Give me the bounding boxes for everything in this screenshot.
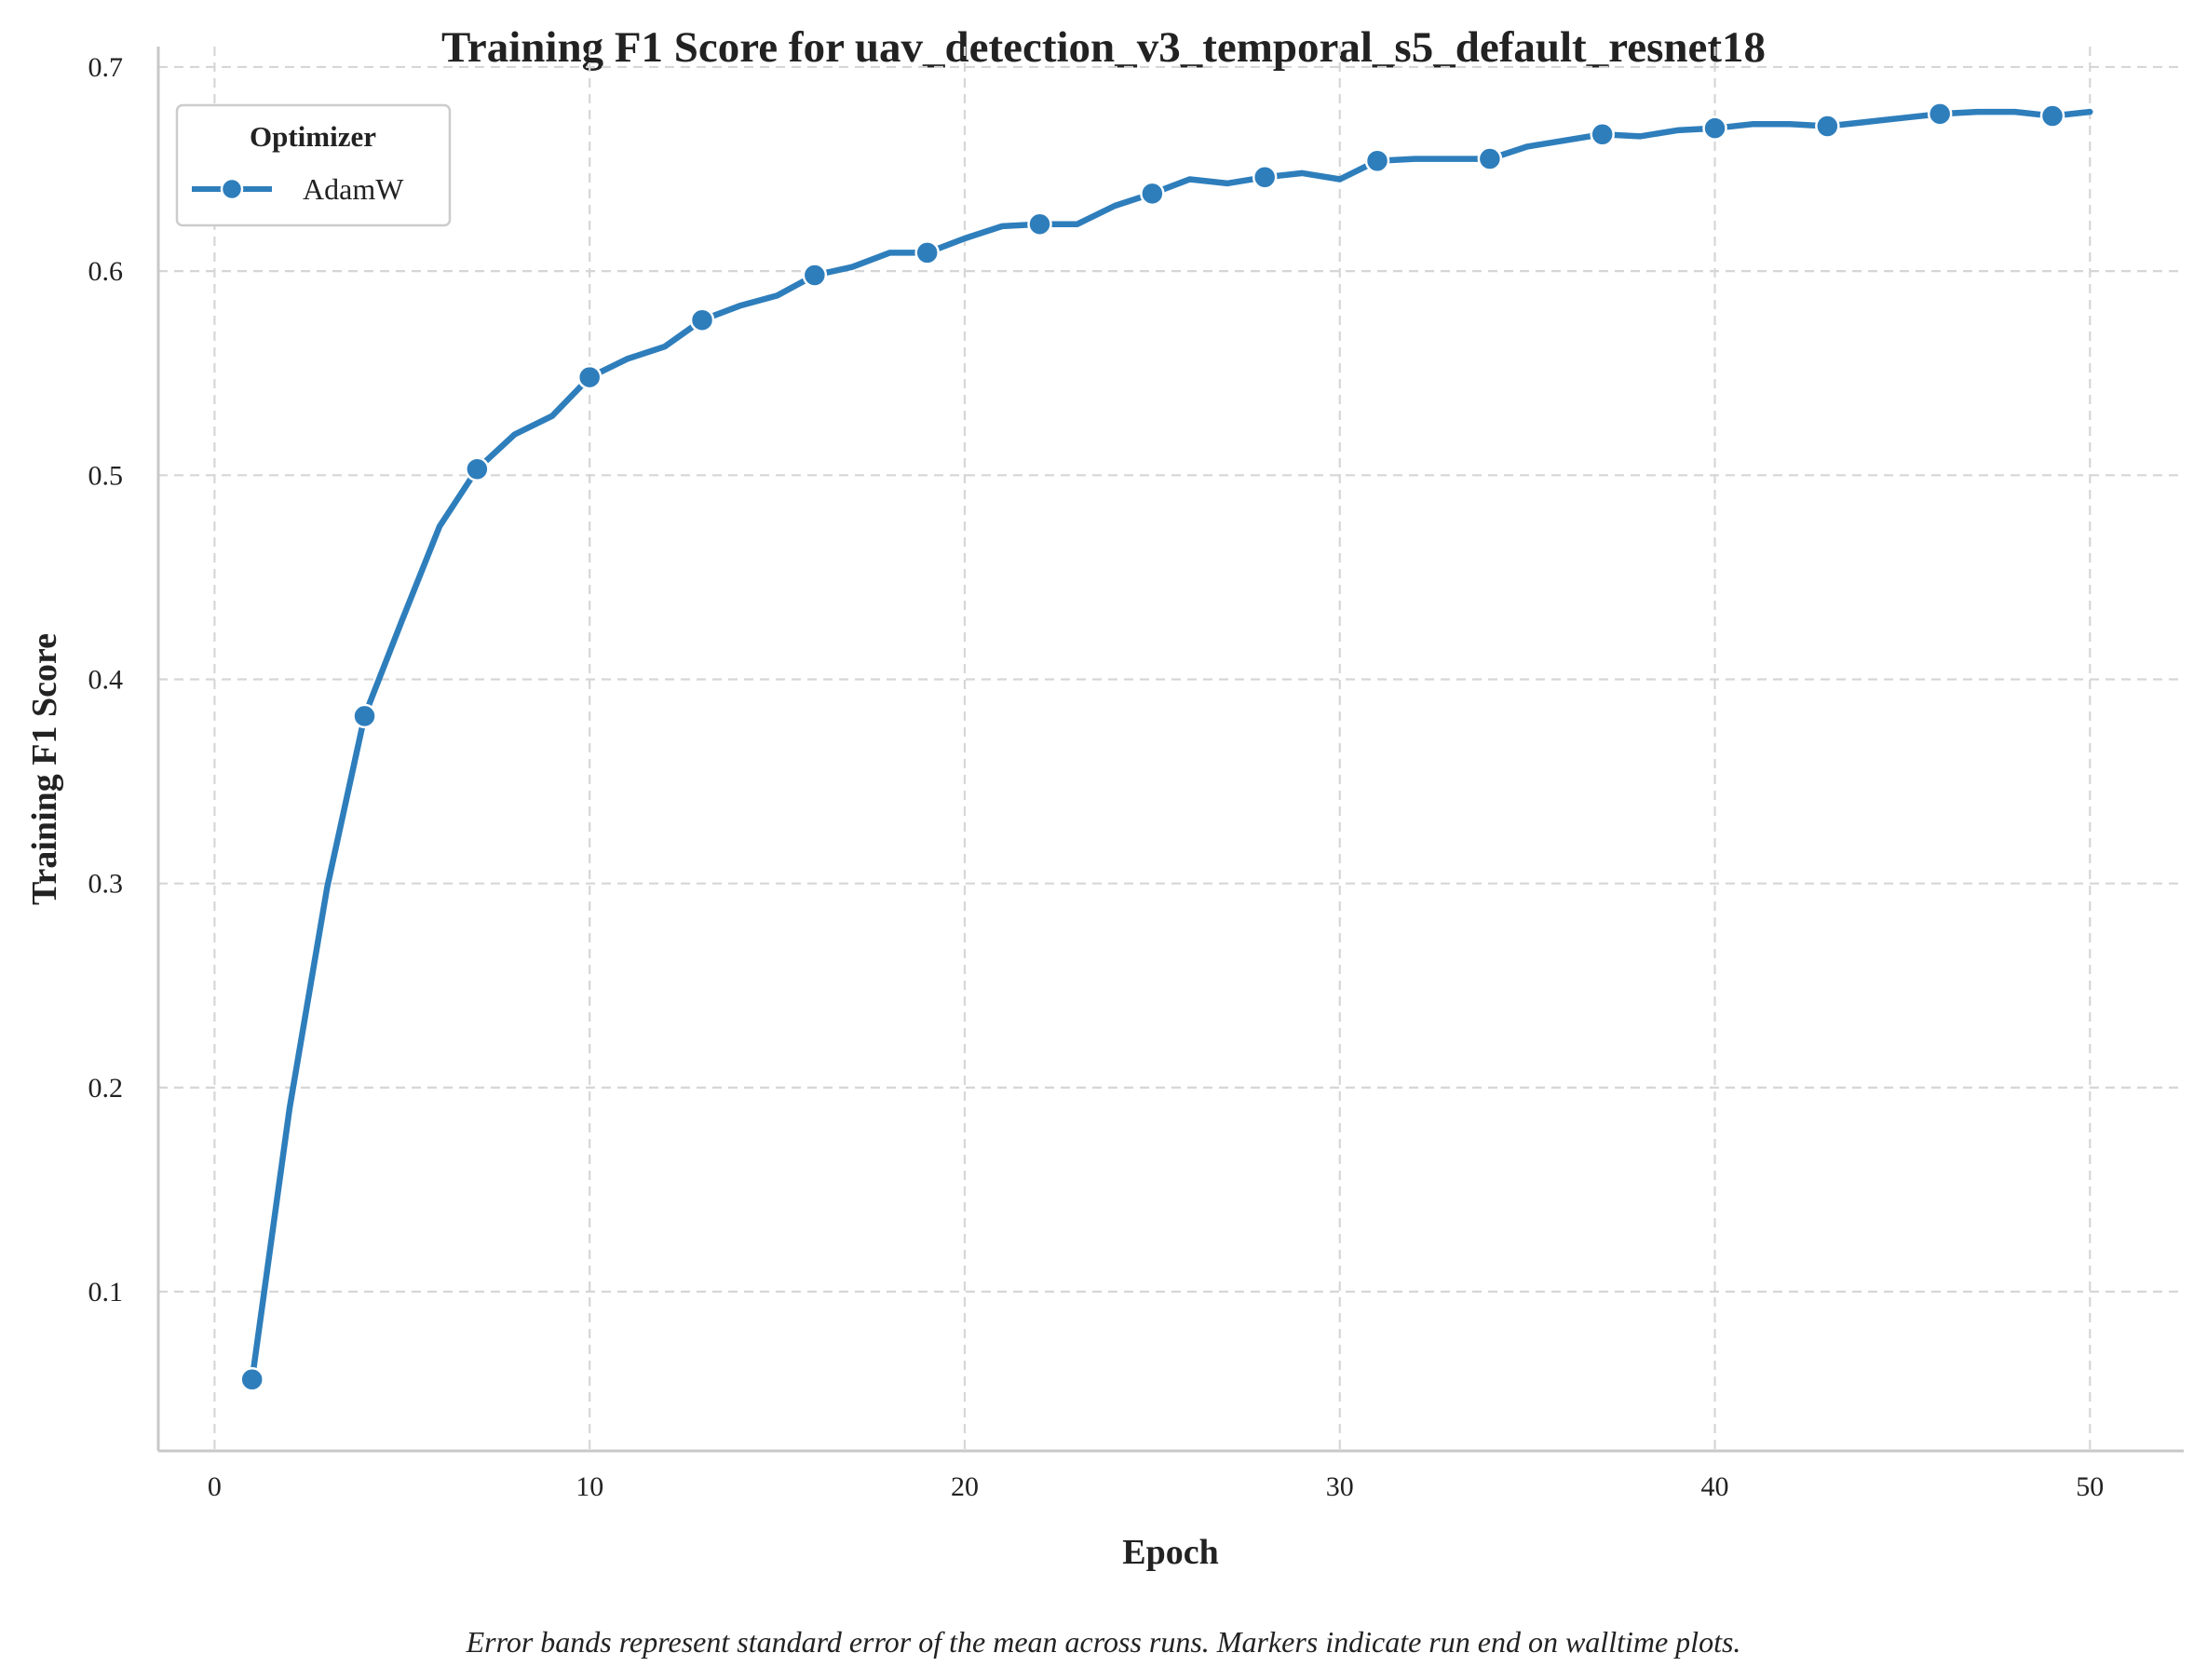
- y-tick-label: 0.6: [88, 256, 124, 287]
- x-tick-label: 20: [951, 1471, 979, 1502]
- data-point-marker: [1927, 102, 1953, 127]
- y-tick-label: 0.4: [88, 664, 124, 695]
- data-point-marker: [1815, 114, 1840, 139]
- data-point-marker: [1252, 165, 1278, 190]
- y-tick-label: 0.1: [88, 1277, 124, 1307]
- chart-title: Training F1 Score for uav_detection_v3_t…: [441, 23, 1766, 72]
- data-point-marker: [1702, 115, 1727, 141]
- series-line-adamw: [249, 108, 2093, 1383]
- data-point-marker: [2039, 103, 2065, 129]
- data-point-marker: [1477, 146, 1503, 171]
- y-tick-label: 0.5: [88, 460, 124, 491]
- x-tick-label: 50: [2076, 1471, 2104, 1502]
- series-layer: [239, 102, 2093, 1392]
- y-tick-label: 0.3: [88, 869, 124, 900]
- axes-spines: [156, 47, 2184, 1453]
- data-point-marker: [576, 364, 603, 390]
- x-tick-label: 30: [1326, 1471, 1354, 1502]
- x-tick-label: 40: [1701, 1471, 1729, 1502]
- y-tick-label: 0.7: [88, 52, 124, 83]
- data-point-marker: [1027, 211, 1052, 237]
- tick-labels: 0 10 20 30 40 50 0.1 0.2 0.3 0.4 0.5 0.6 0.7: [88, 52, 2105, 1502]
- data-point-marker: [1590, 122, 1615, 147]
- data-point-marker: [1140, 181, 1165, 207]
- data-point-marker: [802, 263, 828, 288]
- legend-marker-sample: [220, 177, 244, 201]
- data-point-marker: [914, 240, 940, 265]
- y-axis-label: Training F1 Score: [25, 633, 64, 905]
- legend-frame: [175, 103, 452, 227]
- x-tick-label: 0: [208, 1471, 222, 1502]
- x-tick-label: 10: [575, 1471, 603, 1502]
- data-point-marker: [1364, 148, 1390, 173]
- data-point-marker: [689, 307, 715, 332]
- legend-title: Optimizer: [250, 120, 376, 153]
- legend: Optimizer AdamW: [175, 103, 452, 227]
- grid-lines: [158, 47, 2184, 1451]
- footnote: Error bands represent standard error of …: [466, 1625, 1741, 1659]
- data-point-marker: [465, 456, 490, 481]
- data-point-marker: [352, 703, 377, 729]
- legend-label-adamw: AdamW: [303, 172, 404, 206]
- x-axis-label: Epoch: [1122, 1533, 1218, 1572]
- y-tick-label: 0.2: [88, 1073, 124, 1104]
- data-point-marker: [239, 1367, 264, 1392]
